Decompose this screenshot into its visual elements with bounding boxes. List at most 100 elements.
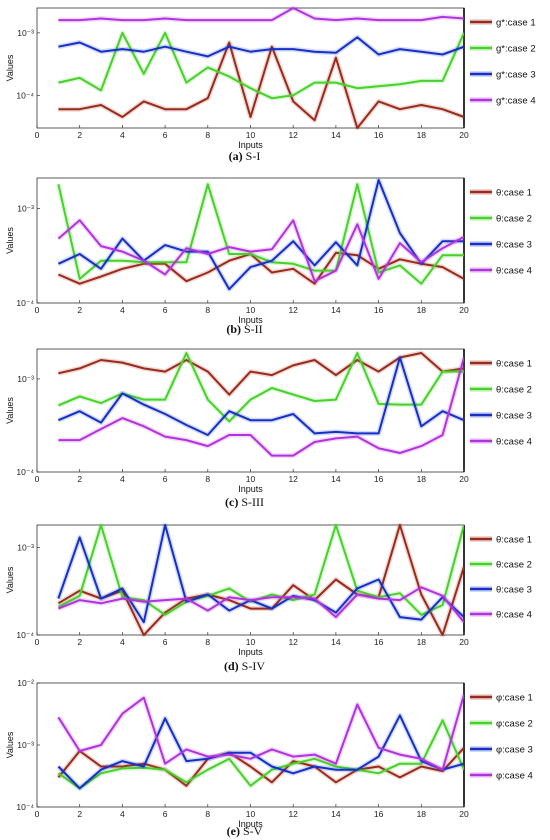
x-tick-label: 4 <box>120 130 125 140</box>
legend-entry: g*:case 4 <box>496 96 536 107</box>
series-line-case-1 <box>58 41 464 129</box>
chart-panel-4: 0 2 4 6 8 10 12 14 16 18 20 10⁻³ 10⁻⁴ Inputs Values θ:c… <box>5 523 532 673</box>
x-tick-label: 16 <box>374 809 384 819</box>
series-line-case-4 <box>58 586 464 623</box>
x-tick-label: 12 <box>288 637 298 647</box>
x-tick-label: 8 <box>205 809 210 819</box>
y-tick-label: 10⁻³ <box>17 740 34 750</box>
series-line-case-4 <box>57 219 464 283</box>
y-tick-label: 10⁻³ <box>17 542 34 552</box>
y-axis-label: Values <box>5 54 15 81</box>
x-tick-label: 0 <box>35 474 40 484</box>
legend-entry: θ:case 4 <box>496 437 532 448</box>
x-tick-label: 10 <box>246 474 256 484</box>
x-tick-label: 20 <box>459 809 469 819</box>
legend-entry: θ:case 4 <box>496 610 532 621</box>
x-tick-label: 2 <box>77 130 82 140</box>
x-tick-label: 20 <box>459 305 469 315</box>
series-line-case-3 <box>57 714 464 790</box>
x-tick-label: 2 <box>77 637 82 647</box>
legend-entry: g*:case 3 <box>496 70 536 81</box>
y-tick-label: 10⁻⁴ <box>16 802 34 812</box>
legend-entry: φ:case 3 <box>496 745 533 756</box>
x-tick-label: 18 <box>417 305 427 315</box>
x-tick-label: 14 <box>331 474 341 484</box>
series-line-case-1 <box>58 352 464 396</box>
series-line-case-2 <box>57 719 464 790</box>
chart-panel-2: 0 2 4 6 8 10 12 14 16 18 20 10⁻³ 10⁻⁴ Inputs Values θ:c… <box>5 177 532 336</box>
y-tick-label: 10⁻³ <box>17 28 34 38</box>
y-tick-label: 10⁻⁴ <box>16 630 34 640</box>
x-tick-label: 10 <box>246 809 256 819</box>
x-tick-label: 10 <box>246 130 256 140</box>
x-tick-label: 4 <box>120 305 125 315</box>
x-tick-label: 14 <box>331 130 341 140</box>
x-tick-label: 4 <box>120 474 125 484</box>
x-tick-label: 0 <box>35 809 40 819</box>
x-tick-label: 18 <box>417 637 427 647</box>
legend-entry: θ:case 4 <box>496 266 532 277</box>
x-tick-label: 16 <box>374 637 384 647</box>
x-tick-label: 6 <box>163 305 168 315</box>
chart-panel-5: 0 2 4 6 8 10 12 14 16 18 20 10⁻² 10⁻³ 10⁻⁴ Inputs Value… <box>5 678 533 838</box>
x-tick-label: 18 <box>417 474 427 484</box>
x-tick-label: 16 <box>374 130 384 140</box>
panel-caption: (c) S-III <box>225 495 264 509</box>
x-tick-label: 16 <box>374 474 384 484</box>
y-tick-label: 10⁻² <box>17 678 34 688</box>
y-tick-label: 10⁻³ <box>17 374 34 384</box>
x-axis-label: Inputs <box>238 819 263 829</box>
x-tick-label: 2 <box>77 474 82 484</box>
x-tick-label: 6 <box>163 637 168 647</box>
x-tick-label: 2 <box>77 305 82 315</box>
panel-caption: (a) S-I <box>229 149 261 163</box>
x-tick-label: 12 <box>288 809 298 819</box>
series-line-case-3 <box>57 179 464 291</box>
x-tick-label: 8 <box>205 130 210 140</box>
x-tick-label: 10 <box>246 637 256 647</box>
panel-caption: (b) S-II <box>226 322 262 336</box>
x-tick-label: 10 <box>246 305 256 315</box>
series-line-case-4 <box>58 7 464 22</box>
legend-entry: g*:case 2 <box>496 44 536 55</box>
x-tick-label: 0 <box>35 130 40 140</box>
series-line-case-1 <box>57 747 464 787</box>
chart-panel-1: 0 2 4 6 8 10 12 14 16 18 20 10⁻³ 10⁻⁴ Inputs Values g*:… <box>5 6 536 163</box>
x-tick-label: 12 <box>288 474 298 484</box>
x-tick-label: 8 <box>205 637 210 647</box>
legend-entry: θ:case 2 <box>496 214 532 225</box>
plot-area <box>36 524 465 636</box>
legend-entry: θ:case 2 <box>496 385 532 396</box>
x-axis-label: Inputs <box>238 315 263 325</box>
y-tick-label: 10⁻⁴ <box>16 90 34 100</box>
series-line-case-4 <box>58 357 464 457</box>
legend-entry: φ:case 2 <box>496 719 533 730</box>
x-tick-label: 16 <box>374 305 384 315</box>
legend-entry: φ:case 1 <box>496 693 533 704</box>
x-axis-label: Inputs <box>238 647 263 657</box>
legend-entry: θ:case 1 <box>496 359 532 370</box>
series-line-case-4 <box>57 694 464 771</box>
x-tick-label: 2 <box>77 809 82 819</box>
x-tick-label: 20 <box>459 474 469 484</box>
legend-entry: θ:case 1 <box>496 188 532 199</box>
x-tick-label: 18 <box>417 130 427 140</box>
x-tick-label: 4 <box>120 809 125 819</box>
series-line-case-3 <box>58 36 464 58</box>
x-tick-label: 20 <box>459 130 469 140</box>
x-tick-label: 8 <box>205 474 210 484</box>
y-axis-label: Values <box>5 731 15 758</box>
series-line-case-2 <box>57 183 464 285</box>
legend-entry: θ:case 3 <box>496 240 532 251</box>
plot-area <box>36 177 465 304</box>
series-line-case-2 <box>58 31 464 100</box>
x-axis-label: Inputs <box>238 140 263 150</box>
x-tick-label: 0 <box>35 637 40 647</box>
x-tick-label: 6 <box>163 474 168 484</box>
x-tick-label: 12 <box>288 305 298 315</box>
chart-panel-3: 0 2 4 6 8 10 12 14 16 18 20 10⁻³ 10⁻⁴ Inputs Values θ:c… <box>5 348 532 509</box>
panel-caption: (d) S-IV <box>224 659 265 673</box>
x-tick-label: 14 <box>331 637 341 647</box>
y-tick-label: 10⁻³ <box>17 203 34 213</box>
